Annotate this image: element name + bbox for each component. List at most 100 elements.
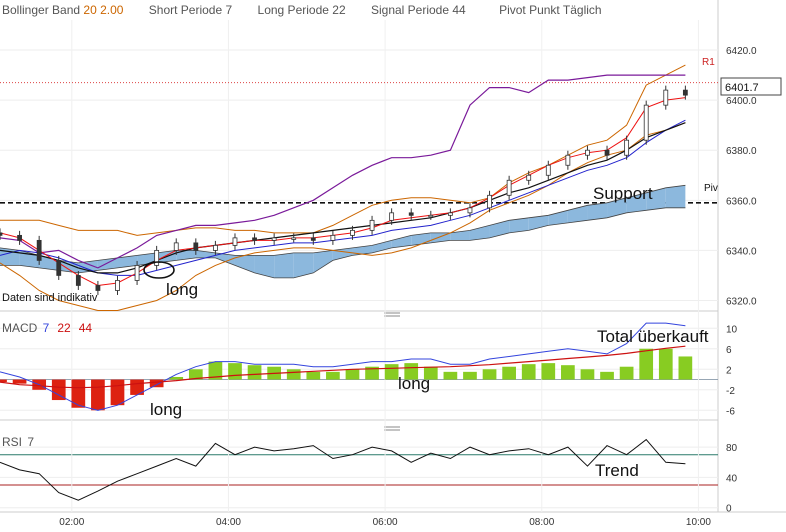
macd-bar	[286, 369, 301, 380]
line-ma-short	[0, 97, 686, 287]
resize-handle-macd[interactable]	[384, 312, 400, 317]
macd-tick-label: -2	[726, 386, 735, 397]
header-item-name: Long Periode	[258, 3, 333, 17]
candle-body	[506, 179, 512, 196]
time-tick-label: 02:00	[59, 517, 84, 528]
candle-body	[56, 260, 62, 276]
candle-body	[173, 242, 179, 251]
rsi-tick-label: 40	[726, 473, 738, 484]
candle-body	[545, 164, 551, 176]
macd-bar	[561, 365, 575, 380]
cloud-edge-a	[0, 184, 686, 264]
macd-bar	[149, 379, 164, 388]
price-tick-label: 6380.0	[726, 146, 757, 157]
long-signal-ellipse	[143, 261, 175, 279]
candle-body	[526, 174, 532, 181]
candle-body	[565, 154, 571, 166]
rsi-label: RSI 7	[2, 435, 34, 449]
header-item-name: Signal Periode	[371, 3, 452, 17]
line-purple	[0, 74, 686, 269]
candle-body	[428, 214, 434, 218]
candle-body	[232, 237, 238, 246]
cloud-segment	[78, 260, 98, 273]
candle-body	[252, 237, 257, 241]
macd-bar	[678, 356, 693, 380]
price-tick-label: 6400.0	[726, 96, 757, 107]
cloud-segment	[234, 255, 255, 273]
candle-body	[212, 244, 218, 251]
candle-body	[663, 89, 669, 106]
candle-body	[350, 229, 355, 236]
line-ma-long	[0, 119, 686, 276]
candle-body	[467, 207, 473, 214]
header-item-name: Bollinger Band	[2, 3, 83, 17]
panel-label-param: 7	[27, 435, 34, 449]
candle-body	[389, 212, 395, 221]
macd-bar	[12, 379, 27, 384]
price-tick-label: 6360.0	[726, 196, 757, 207]
signal-line	[0, 345, 686, 389]
candle-body	[447, 212, 453, 216]
cloud-segment	[607, 197, 627, 218]
disclaimer-text: Daten sind indikativ	[2, 292, 98, 304]
candle-body	[193, 242, 199, 251]
candle-body	[0, 232, 3, 236]
macd-bar	[365, 366, 379, 380]
cloud-segment	[450, 230, 470, 241]
macd-bar	[188, 369, 203, 380]
macd-bar	[619, 366, 634, 380]
macd-tick-label: 6	[726, 345, 732, 356]
macd-bar	[600, 371, 614, 380]
annotation-long-macd-1: long	[150, 400, 182, 419]
cloud-segment	[528, 215, 549, 231]
time-tick-label: 08:00	[529, 517, 554, 528]
candle-body	[487, 194, 492, 209]
macd-bar	[658, 348, 673, 380]
candle-body	[17, 234, 22, 241]
macd-bar	[110, 379, 125, 406]
annotation-overbought: Total überkauft	[597, 327, 709, 346]
annotation-long-price: long	[166, 280, 198, 299]
header-item-name: Short Periode	[149, 3, 226, 17]
candle-body	[643, 104, 649, 141]
time-tick-label: 04:00	[216, 517, 241, 528]
macd-bar	[639, 348, 654, 380]
macd-bar	[91, 379, 105, 411]
panel-label-param: 7	[43, 321, 50, 335]
candle-body	[36, 239, 42, 261]
macd-bar	[345, 369, 360, 380]
macd-bar	[51, 379, 66, 401]
line-kijun	[0, 122, 686, 274]
current-price-tag: 6401.7	[720, 77, 782, 96]
resize-handle-rsi[interactable]	[384, 426, 400, 431]
price-tick-label: 6340.0	[726, 246, 757, 257]
header-item-name: Pivot Punkt	[499, 3, 563, 17]
candle-body	[95, 285, 101, 291]
indicator-lines	[0, 64, 686, 311]
macd-bar	[0, 379, 7, 383]
macd-bar	[502, 366, 516, 380]
panel-label-param: 22	[57, 321, 71, 335]
cloud-segment	[293, 252, 314, 278]
macd-bar	[463, 371, 477, 380]
header-item-value: 22	[332, 3, 346, 17]
panel-label-name: RSI	[2, 435, 25, 449]
macd-label: MACD 7 22 44	[2, 321, 92, 335]
line-bb-upper	[0, 64, 686, 236]
cloud-segment	[254, 255, 275, 278]
candle-body	[134, 265, 140, 281]
candle-body	[271, 237, 277, 241]
rsi-tick-label: 0	[726, 504, 732, 515]
macd-bar	[208, 361, 223, 380]
time-tick-label: 10:00	[686, 517, 711, 528]
macd-bar	[306, 371, 321, 380]
cloud-segment	[509, 217, 529, 233]
price-tick-label: 6320.0	[726, 296, 757, 307]
header-item-value: 2.00	[100, 3, 124, 17]
macd-tick-label: -6	[726, 406, 735, 417]
axis-labels: 6320.0 6340.0 6360.0 6380.0 6400.0 6420.0 -6 -2…	[59, 46, 757, 528]
price-tick-label: 6420.0	[726, 46, 757, 57]
header-item-value: 20	[83, 3, 100, 17]
cloud-segment	[646, 187, 666, 211]
